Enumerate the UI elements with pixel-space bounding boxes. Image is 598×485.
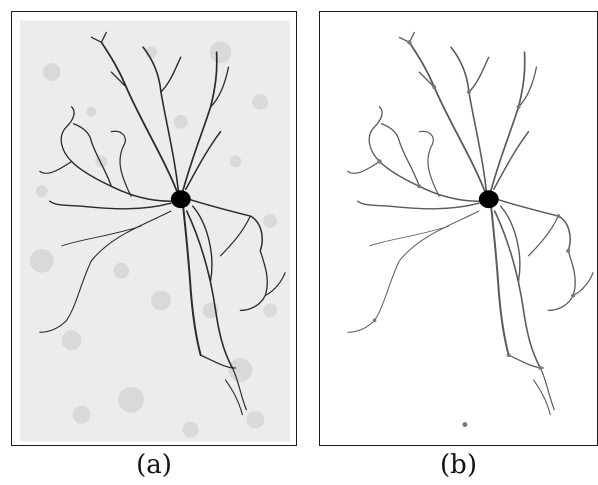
cell-soma (478, 190, 499, 209)
caption-panel-a: (a) (136, 450, 172, 480)
panel-b-segmented-image (319, 11, 598, 446)
neurite-tracing-segmented (347, 31, 594, 416)
image-background (19, 20, 291, 442)
image-background (320, 12, 597, 445)
segmentation-nodes (372, 40, 576, 428)
neurite-tracing-raw (39, 31, 286, 416)
caption-panel-b: (b) (440, 450, 477, 480)
neuron-image-segmented (320, 12, 597, 445)
cell-soma (170, 190, 191, 209)
panel-a-microscopy-image (11, 11, 297, 446)
neuron-image-raw (19, 20, 291, 442)
